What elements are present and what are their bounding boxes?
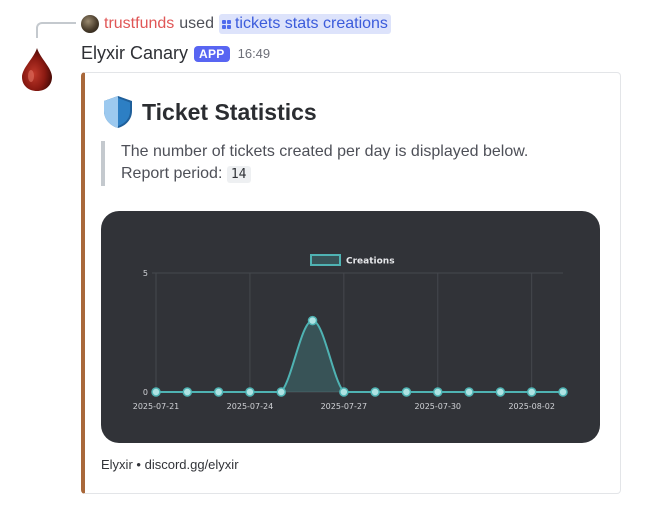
ticket-creations-chart: 0 5 2025-07-21 2025-07-24 2025-07-27 2025-07-…	[133, 254, 568, 411]
description-line: The number of tickets created per day is…	[121, 143, 529, 160]
embed-footer: Elyxir • discord.gg/elyxir	[101, 457, 239, 472]
data-point	[307, 315, 318, 326]
embed-title-text: Ticket Statistics	[142, 98, 317, 125]
legend-swatch-creations	[310, 254, 341, 266]
x-tick-label: 2025-07-27	[321, 402, 368, 411]
data-point	[401, 387, 412, 397]
reply-spine	[36, 22, 76, 38]
command-icon	[221, 19, 231, 29]
message-header: Elyxir Canary APP 16:49	[81, 43, 270, 64]
replied-username[interactable]: trustfunds	[104, 15, 175, 32]
data-point	[495, 387, 506, 397]
x-tick-label: 2025-07-30	[415, 402, 462, 411]
report-period-line: Report period: 14	[121, 163, 581, 186]
embed-card: Ticket Statistics The number of tickets …	[81, 72, 621, 494]
data-point	[464, 387, 474, 397]
data-point	[558, 387, 568, 397]
data-point	[182, 387, 193, 397]
report-period-value: 14	[226, 166, 251, 183]
reply-verb: used	[179, 15, 214, 32]
legend-label-creations: Creations	[346, 257, 395, 267]
data-point	[526, 387, 537, 397]
message-timestamp[interactable]: 16:49	[237, 46, 271, 61]
bot-avatar[interactable]	[20, 46, 54, 92]
data-point	[433, 387, 443, 397]
footer-separator: •	[136, 457, 141, 472]
slash-command-name: tickets stats creations	[234, 15, 388, 32]
chart-image[interactable]: 0 5 2025-07-21 2025-07-24 2025-07-27 2025-07-…	[101, 211, 600, 443]
report-period-label: Report period:	[121, 165, 223, 182]
x-tick-label: 2025-07-24	[227, 402, 274, 411]
bot-username[interactable]: Elyxir Canary	[81, 43, 189, 63]
data-point	[245, 387, 255, 397]
replied-user-avatar[interactable]	[81, 15, 99, 33]
data-point	[276, 387, 286, 397]
data-point	[370, 387, 380, 397]
data-point	[151, 387, 161, 397]
y-tick-label: 5	[143, 269, 148, 278]
series-area-creations	[156, 320, 563, 392]
embed-title: Ticket Statistics	[102, 95, 317, 129]
footer-name: Elyxir	[101, 457, 133, 472]
shield-icon	[104, 96, 132, 128]
x-tick-label: 2025-07-21	[133, 402, 180, 411]
reply-context[interactable]: trustfunds used tickets stats creations	[81, 13, 391, 35]
data-point	[339, 387, 349, 397]
embed-description: The number of tickets created per day is…	[101, 141, 581, 186]
app-badge: APP	[194, 45, 230, 62]
series-line-creations	[155, 319, 563, 394]
y-tick-label: 0	[143, 388, 148, 397]
x-tick-label: 2025-08-02	[508, 402, 555, 411]
slash-command-mention[interactable]: tickets stats creations	[218, 14, 391, 34]
data-point	[213, 387, 224, 397]
footer-link: discord.gg/elyxir	[144, 457, 239, 472]
